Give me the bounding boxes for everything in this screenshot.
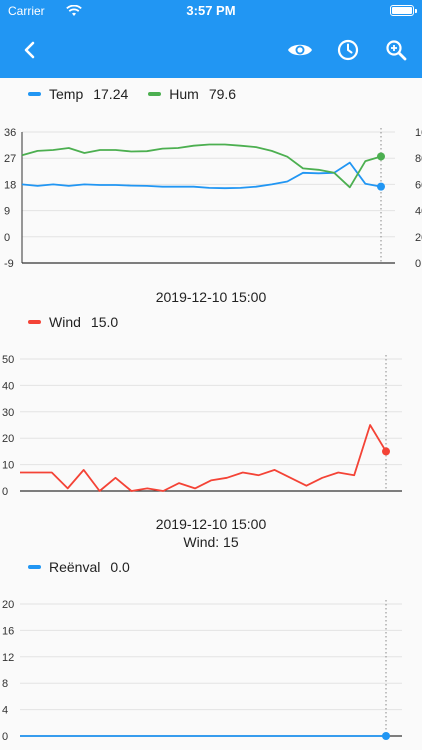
temp-hum-y-right-tick-label: 80 <box>415 153 422 165</box>
rain-legend-label: Reënval <box>49 559 101 575</box>
wind-legend: Wind 15.0 <box>28 314 118 330</box>
temp-hum-chart[interactable]: 36 27 18 9 0 -9 100 80 60 40 20 0 <box>0 120 422 275</box>
rain-y-tick-label: 4 <box>2 705 8 717</box>
wind-legend-swatch <box>28 320 41 324</box>
wind-y-tick-label: 50 <box>2 354 14 366</box>
wind-y-tick-label: 40 <box>2 380 14 392</box>
temp-hum-y-right-tick-label: 0 <box>415 258 421 270</box>
rain-series-reënval-point <box>382 732 390 740</box>
rain-y-tick-label: 12 <box>2 652 14 664</box>
temp-hum-y-tick-label: -9 <box>4 258 14 270</box>
app-bar <box>0 22 422 78</box>
wind-legend-label: Wind <box>49 314 81 330</box>
wind-y-tick-label: 0 <box>2 486 8 498</box>
temp-hum-y-tick-label: 9 <box>4 206 10 218</box>
temp-hum-timestamp: 2019-12-10 15:00 <box>155 289 267 305</box>
clock-time: 3:57 PM <box>186 3 236 18</box>
rain-legend-swatch <box>28 565 41 569</box>
temp-hum-y-tick-label: 18 <box>4 179 16 191</box>
wind-series-wind-line <box>20 424 387 492</box>
temp-legend-value: 17.24 <box>93 86 129 102</box>
wind-tooltip: Wind: 15 <box>183 534 239 550</box>
wind-legend-value: 15.0 <box>90 314 119 330</box>
wind-y-tick-label: 10 <box>2 460 14 472</box>
temp-hum-y-right-tick-label: 60 <box>415 179 422 191</box>
rain-chart[interactable]: 20 16 12 8 4 0 <box>0 594 422 746</box>
temp-hum-y-tick-label: 27 <box>4 153 16 165</box>
zoom-in-icon[interactable] <box>380 34 412 66</box>
temp-hum-y-right-tick-label: 40 <box>415 206 422 218</box>
wind-chart[interactable]: 50 40 30 20 10 0 <box>0 348 422 500</box>
wind-series-wind-point <box>382 447 390 456</box>
carrier-label: Carrier <box>8 4 45 18</box>
temp-hum-series-hum-point <box>377 152 385 161</box>
wind-timestamp: 2019-12-10 15:00 <box>155 516 267 532</box>
back-arrow-icon[interactable] <box>14 34 46 66</box>
temp-hum-legend: Temp 17.24 Hum 79.6 <box>28 86 236 102</box>
eye-icon[interactable] <box>284 34 316 66</box>
temp-legend-label: Temp <box>49 86 84 102</box>
temp-hum-series-hum-line <box>21 143 382 189</box>
rain-y-tick-label: 16 <box>2 625 14 637</box>
rain-y-tick-label: 0 <box>2 731 8 743</box>
status-bar: Carrier 3:57 PM <box>0 0 422 22</box>
temp-hum-y-tick-label: 36 <box>4 127 16 139</box>
temp-hum-series-temp-line <box>21 161 382 190</box>
hum-legend-value: 79.6 <box>208 86 237 102</box>
battery-icon <box>390 5 417 16</box>
hum-legend-swatch <box>148 92 162 96</box>
temp-hum-y-right-tick-label: 100 <box>415 127 422 139</box>
temp-hum-series-temp-point <box>377 182 385 191</box>
rain-y-tick-label: 8 <box>2 678 8 690</box>
clock-icon[interactable] <box>332 34 364 66</box>
hum-legend-label: Hum <box>169 86 199 102</box>
rain-legend: Reënval 0.0 <box>28 559 130 575</box>
wind-y-tick-label: 20 <box>2 433 14 445</box>
rain-y-tick-label: 20 <box>2 599 14 611</box>
wind-y-tick-label: 30 <box>2 407 14 419</box>
temp-hum-y-tick-label: 0 <box>4 232 10 244</box>
wifi-icon <box>66 4 82 20</box>
temp-legend-swatch <box>28 92 41 96</box>
temp-hum-y-right-tick-label: 20 <box>415 232 422 244</box>
rain-legend-value: 0.0 <box>110 559 130 575</box>
